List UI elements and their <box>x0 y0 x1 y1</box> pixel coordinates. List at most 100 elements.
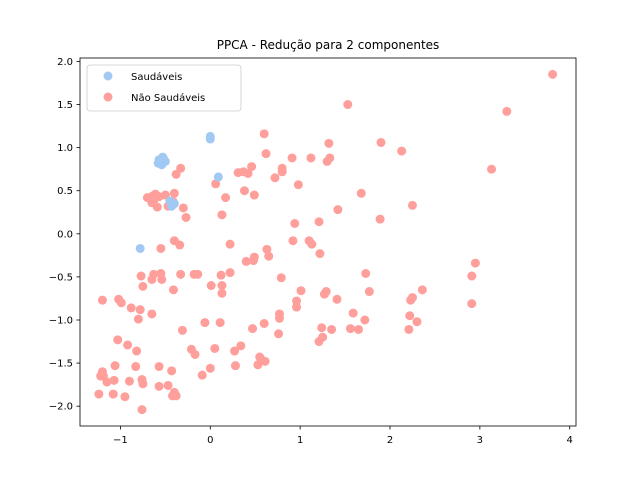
point-s1-41 <box>293 180 303 190</box>
point-s1-95 <box>178 203 188 213</box>
points-layer <box>94 69 558 415</box>
point-s1-135 <box>131 362 141 372</box>
point-s1-58 <box>259 318 269 328</box>
point-s1-127 <box>138 281 148 291</box>
point-s1-6 <box>417 285 427 295</box>
point-s1-52 <box>274 329 284 339</box>
point-s1-80 <box>216 270 226 280</box>
point-s1-82 <box>217 288 227 298</box>
y-tick-label: 1.5 <box>57 100 73 111</box>
series-1 <box>94 69 558 415</box>
y-tick-label: 1.0 <box>57 143 73 154</box>
point-s1-126 <box>142 193 152 203</box>
x-tick-label: −1 <box>113 435 128 446</box>
point-s1-55 <box>262 244 272 254</box>
point-s1-54 <box>264 251 274 261</box>
point-s1-11 <box>404 324 414 334</box>
point-s1-48 <box>277 167 287 177</box>
x-tick-label: 4 <box>567 435 573 446</box>
y-tick-label: −0.5 <box>49 272 73 283</box>
point-s1-81 <box>217 281 227 291</box>
point-s1-99 <box>177 325 187 335</box>
point-s1-89 <box>197 370 207 380</box>
point-s1-84 <box>211 179 221 189</box>
point-s1-75 <box>230 361 240 371</box>
point-s1-136 <box>126 303 136 313</box>
point-s1-116 <box>154 362 164 372</box>
point-s1-61 <box>255 352 265 362</box>
point-s1-46 <box>287 153 297 163</box>
point-s1-141 <box>114 294 124 304</box>
y-tick-label: 0.0 <box>57 229 73 240</box>
y-tick-label: −1.5 <box>49 359 73 370</box>
point-s1-39 <box>306 153 316 163</box>
point-s1-98 <box>176 269 186 279</box>
point-s1-129 <box>136 271 146 281</box>
point-s1-111 <box>163 380 173 390</box>
x-tick-label: 2 <box>387 435 393 446</box>
point-s1-43 <box>292 302 302 312</box>
point-s1-27 <box>324 138 334 148</box>
point-s1-15 <box>375 214 385 224</box>
point-s1-131 <box>137 374 147 384</box>
y-tick-label: −2.0 <box>49 402 73 413</box>
point-s1-12 <box>407 200 417 210</box>
point-s1-130 <box>137 405 147 415</box>
point-s1-25 <box>332 294 342 304</box>
point-s1-91 <box>189 269 199 279</box>
point-s1-72 <box>236 341 246 351</box>
point-s1-35 <box>315 249 325 259</box>
point-s1-76 <box>225 239 235 249</box>
point-s1-117 <box>154 381 164 391</box>
y-tick-label: 0.5 <box>57 186 73 197</box>
point-s1-151 <box>94 389 104 399</box>
point-s1-137 <box>124 376 134 386</box>
point-s1-79 <box>217 210 227 220</box>
point-s1-66 <box>248 256 258 266</box>
point-s1-17 <box>361 268 371 278</box>
point-s1-49 <box>276 273 286 283</box>
point-s1-7 <box>412 317 422 327</box>
point-s1-87 <box>205 363 215 373</box>
y-tick-label: 2.0 <box>57 57 73 68</box>
point-s1-143 <box>110 361 120 371</box>
point-s0-7 <box>156 156 166 166</box>
point-s1-21 <box>348 308 358 318</box>
point-s1-77 <box>225 268 235 278</box>
point-s0-14 <box>167 201 177 211</box>
point-s1-132 <box>135 305 145 315</box>
point-s1-51 <box>274 313 284 323</box>
point-s1-148 <box>97 295 107 305</box>
point-s1-64 <box>247 162 257 172</box>
point-s1-104 <box>168 285 178 295</box>
legend-label-saudaveis: Saudáveis <box>131 71 182 83</box>
point-s1-36 <box>314 217 324 227</box>
point-s1-1 <box>502 106 512 116</box>
point-s1-9 <box>406 295 416 305</box>
x-tick-label: 1 <box>297 435 303 446</box>
point-s1-74 <box>230 346 240 356</box>
point-s1-44 <box>290 218 300 228</box>
point-s1-5 <box>467 299 477 309</box>
point-s1-150 <box>96 371 106 381</box>
point-s1-26 <box>327 324 337 334</box>
point-s1-10 <box>405 311 415 321</box>
point-s1-70 <box>239 186 249 196</box>
point-s1-107 <box>167 366 177 376</box>
point-s0-10 <box>213 172 223 182</box>
point-s1-20 <box>354 324 364 334</box>
point-s1-101 <box>169 188 179 198</box>
point-s1-19 <box>356 188 366 198</box>
point-s1-13 <box>397 146 407 156</box>
point-s1-71 <box>241 256 251 266</box>
point-s1-40 <box>296 286 306 296</box>
legend: Saudáveis Não Saudáveis <box>86 64 242 112</box>
point-s1-14 <box>376 137 386 147</box>
point-s1-32 <box>317 323 327 333</box>
point-s1-83 <box>215 318 225 328</box>
point-s1-114 <box>157 274 167 284</box>
point-s1-23 <box>343 100 353 110</box>
point-s1-100 <box>171 169 181 179</box>
point-s1-144 <box>108 389 118 399</box>
